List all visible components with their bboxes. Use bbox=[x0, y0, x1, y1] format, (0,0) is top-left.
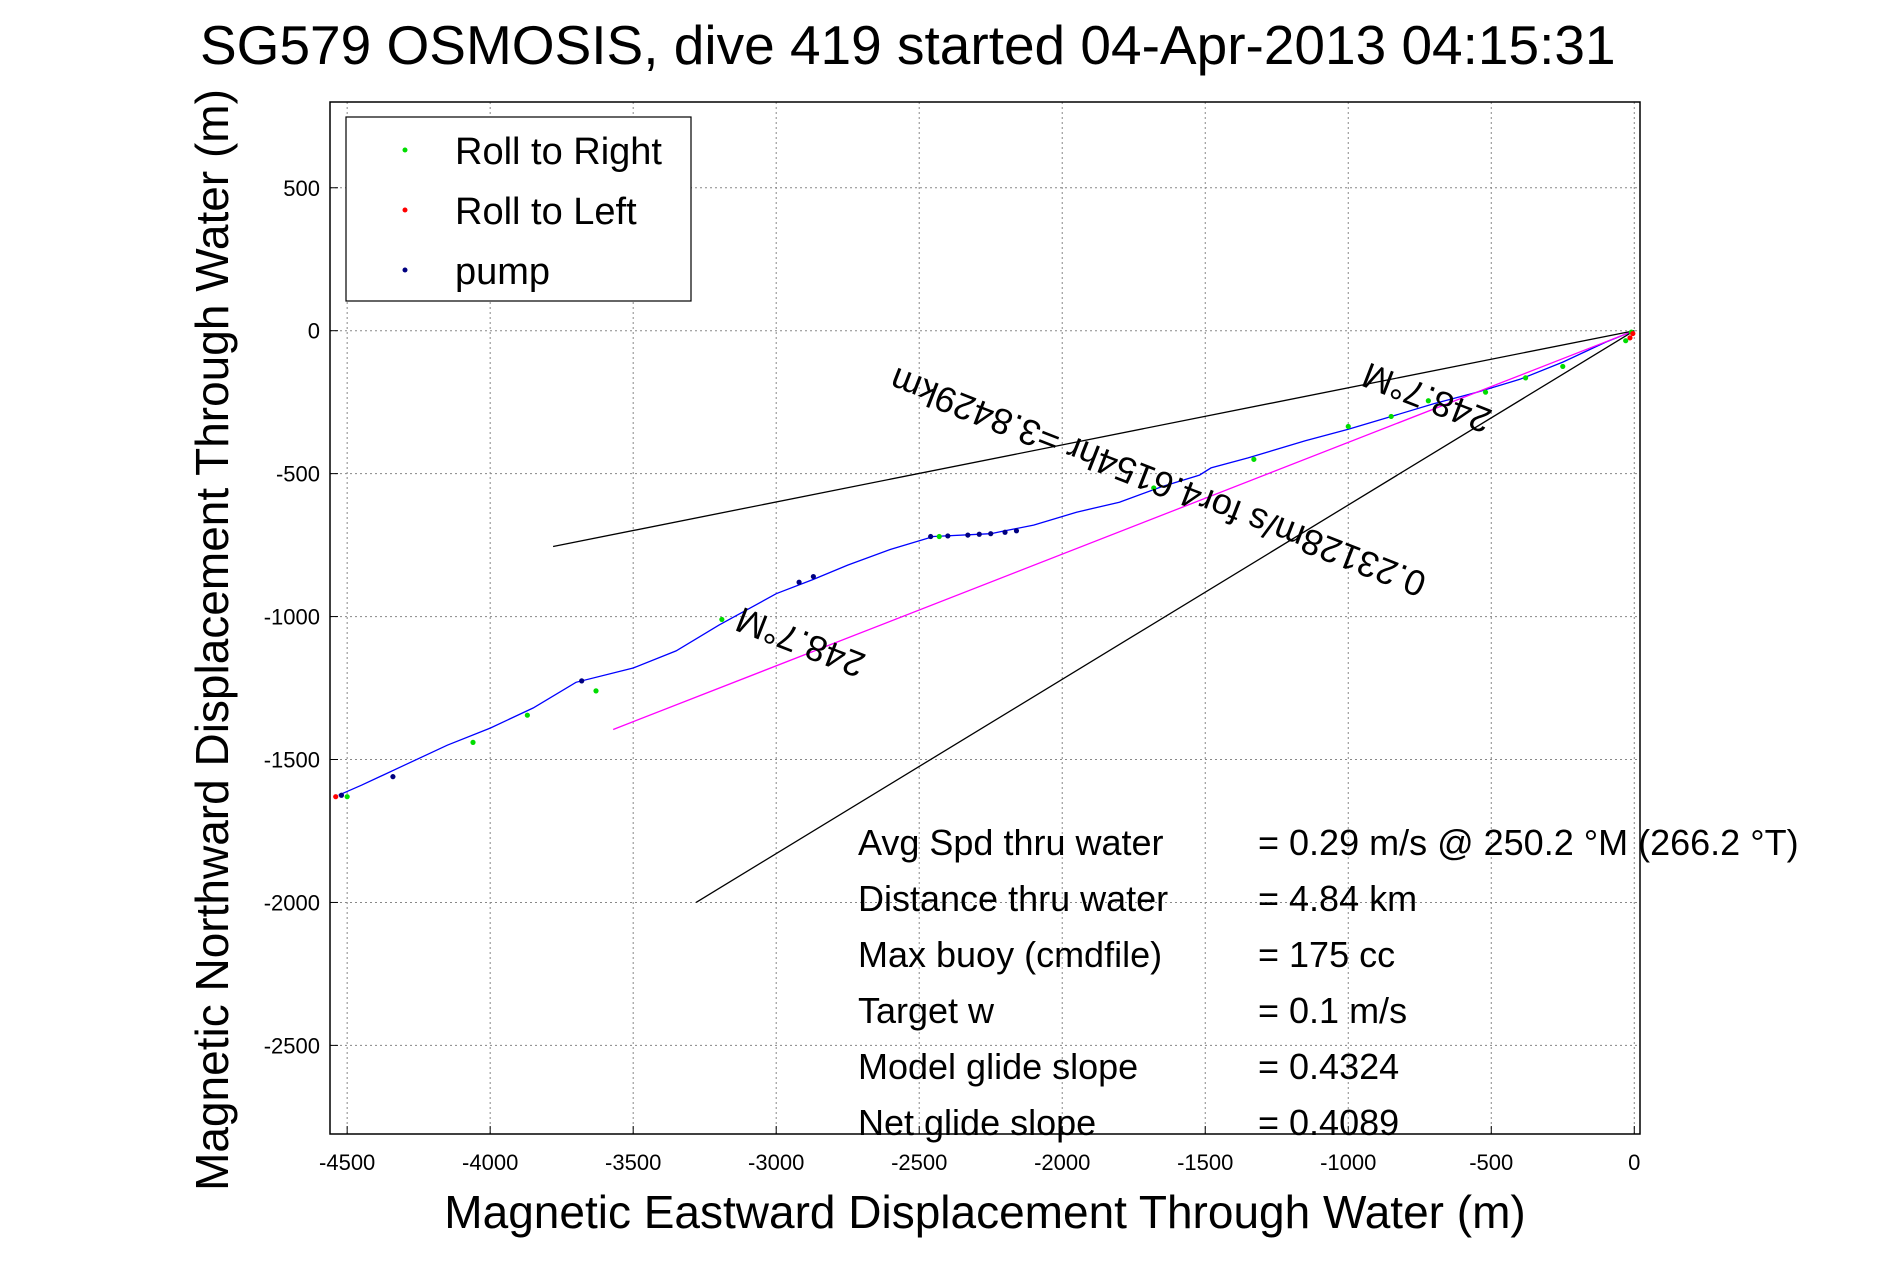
marker-roll-to-right bbox=[524, 712, 530, 718]
axes-frame bbox=[329, 101, 1641, 1135]
y-axis-ticks: 500 0 -500 -1000 -1500 -2000 -2500 bbox=[264, 176, 338, 1058]
x-tick-label: 0 bbox=[1628, 1150, 1640, 1175]
stat-label: Target w bbox=[858, 990, 995, 1031]
y-axis-label: Magnetic Northward Displacement Through … bbox=[186, 89, 238, 1191]
marker-roll-to-right bbox=[470, 739, 476, 745]
x-tick-label: -500 bbox=[1469, 1150, 1513, 1175]
marker-roll-to-right bbox=[719, 616, 725, 623]
series-line-mean-heading bbox=[612, 330, 1635, 731]
y-tick-label: 0 bbox=[308, 319, 320, 344]
marker-pump bbox=[796, 579, 802, 585]
stat-value: = 4.84 km bbox=[1258, 878, 1417, 919]
legend-marker bbox=[402, 267, 408, 273]
stat-label: Max buoy (cmdfile) bbox=[858, 934, 1162, 975]
marker-roll-to-right bbox=[1151, 485, 1157, 491]
marker-roll-to-right bbox=[1522, 375, 1529, 381]
legend-marker bbox=[402, 207, 408, 213]
marker-pump bbox=[390, 774, 396, 780]
y-tick-label: -500 bbox=[276, 462, 320, 487]
x-axis-label: Magnetic Eastward Displacement Through W… bbox=[444, 1186, 1525, 1238]
y-tick-label: -1500 bbox=[264, 748, 320, 773]
y-tick-label: -2000 bbox=[264, 890, 320, 915]
marker-pump bbox=[965, 532, 971, 538]
marker-roll-to-right bbox=[1560, 363, 1566, 370]
marker-roll-to-left bbox=[1627, 335, 1633, 341]
legend-label: Roll to Left bbox=[455, 191, 637, 233]
x-tick-label: -1500 bbox=[1177, 1150, 1233, 1175]
x-tick-label: -3000 bbox=[748, 1150, 804, 1175]
chart-title: SG579 OSMOSIS, dive 419 started 04-Apr-2… bbox=[200, 14, 1616, 76]
marker-roll-to-right bbox=[344, 794, 350, 800]
x-tick-label: -3500 bbox=[605, 1150, 661, 1175]
marker-roll-to-right bbox=[936, 533, 942, 540]
series-line-track bbox=[338, 330, 1635, 796]
series-lines bbox=[338, 330, 1635, 903]
marker-roll-to-left bbox=[333, 794, 339, 800]
stats-panel: Avg Spd thru water = 0.29 m/s @ 250.2 °M … bbox=[858, 822, 1799, 1143]
x-axis-ticks: -4500 -4000 -3500 -3000 -2500 -2000 -1500 -1000… bbox=[319, 1126, 1640, 1175]
stat-value: = 0.4089 bbox=[1258, 1102, 1399, 1143]
stat-label: Avg Spd thru water bbox=[858, 822, 1164, 863]
legend: Roll to Right Roll to Left pump bbox=[345, 116, 692, 302]
series-line-heading-bound-1 bbox=[552, 330, 1635, 548]
y-tick-label: 500 bbox=[283, 176, 320, 201]
y-tick-label: -1000 bbox=[264, 605, 320, 630]
legend-label: Roll to Right bbox=[455, 131, 662, 173]
marker-roll-to-right bbox=[1388, 413, 1394, 420]
marker-pump bbox=[988, 531, 994, 537]
stat-value: = 175 cc bbox=[1258, 934, 1395, 975]
marker-pump bbox=[976, 531, 982, 537]
marker-pump bbox=[1013, 528, 1020, 534]
marker-roll-to-right bbox=[1345, 423, 1351, 430]
marker-pump bbox=[945, 533, 951, 539]
marker-roll-to-left bbox=[1630, 330, 1636, 337]
stat-value: = 0.29 m/s @ 250.2 °M (266.2 °T) bbox=[1258, 822, 1799, 863]
marker-pump bbox=[1002, 529, 1008, 535]
marker-roll-to-right bbox=[1251, 456, 1257, 462]
marker-pump bbox=[928, 533, 934, 540]
series-line-heading-bound-2 bbox=[695, 330, 1635, 903]
x-tick-label: -2500 bbox=[891, 1150, 947, 1175]
marker-pump bbox=[579, 678, 585, 684]
stat-label: Distance thru water bbox=[858, 878, 1168, 919]
x-tick-label: -4000 bbox=[462, 1150, 518, 1175]
marker-roll-to-right bbox=[1623, 338, 1629, 344]
stat-label: Net glide slope bbox=[858, 1102, 1096, 1143]
marker-pump bbox=[338, 792, 345, 798]
y-tick-label: -2500 bbox=[264, 1033, 320, 1058]
marker-pump bbox=[810, 573, 816, 580]
marker-roll-to-right bbox=[1482, 389, 1489, 395]
legend-marker bbox=[402, 147, 408, 153]
x-tick-label: -4500 bbox=[319, 1150, 375, 1175]
stat-value: = 0.4324 bbox=[1258, 1046, 1399, 1087]
x-tick-label: -1000 bbox=[1320, 1150, 1376, 1175]
marker-roll-to-right bbox=[593, 688, 599, 694]
stat-value: = 0.1 m/s bbox=[1258, 990, 1407, 1031]
x-tick-label: -2000 bbox=[1034, 1150, 1090, 1175]
series-markers bbox=[333, 329, 1636, 800]
stat-label: Model glide slope bbox=[858, 1046, 1138, 1087]
marker-roll-to-right bbox=[1425, 398, 1431, 404]
legend-label: pump bbox=[455, 251, 550, 293]
